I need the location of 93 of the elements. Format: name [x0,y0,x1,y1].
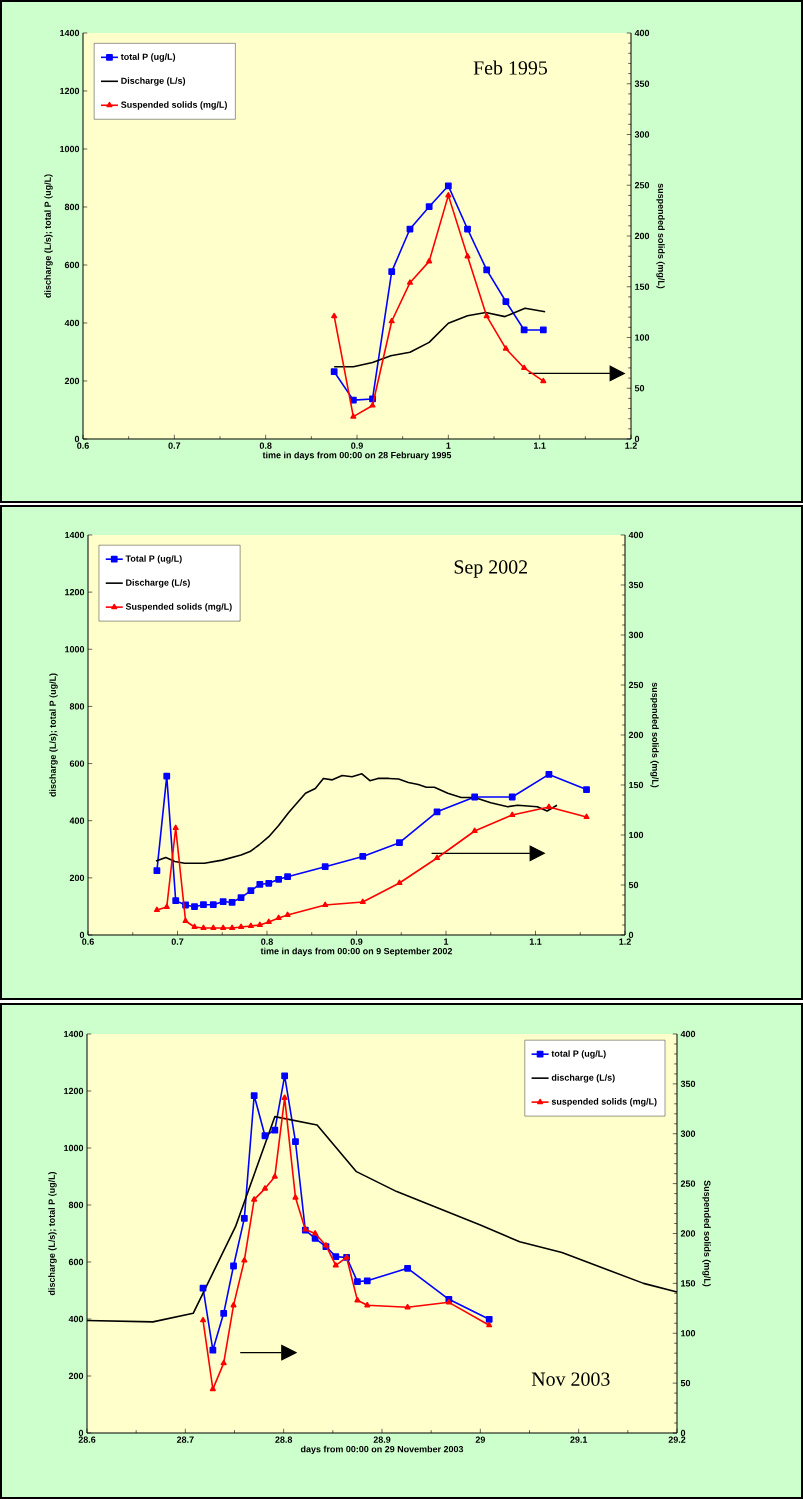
y2-tick-label: 200 [634,232,650,240]
y2-tick-label: 250 [628,681,644,689]
x-tick-label: 1 [444,938,449,945]
y2-tick-label: 250 [680,1180,696,1187]
y2-tick-label: 350 [628,581,644,589]
y2-tick-label: 400 [634,29,650,37]
x-axis-title: time in days from 00:00 on 9 September 2002 [260,947,453,957]
legend-label: Discharge (L/s) [126,579,190,588]
y-tick-label: 200 [64,377,80,385]
y2-tick-label: 0 [634,435,640,443]
y-tick-label: 1400 [65,531,85,539]
y2-tick-label: 200 [628,731,644,739]
y2-tick-label: 100 [681,1330,696,1337]
x-tick-label: 0.6 [77,442,89,449]
y2-tick-label: 50 [680,1379,691,1387]
y-tick-label: 800 [68,1201,84,1209]
y-tick-label: 400 [69,817,85,824]
x-tick-label: 29.2 [668,1436,686,1443]
y2-tick-label: 50 [628,881,639,889]
y-tick-label: 1200 [64,1087,84,1095]
y-tick-label: 1000 [60,145,80,153]
y2-tick-label: 100 [635,334,650,341]
x-tick-label: 1.2 [625,442,637,449]
y-tick-label: 800 [69,703,85,710]
x-tick-label: 1.1 [534,442,546,449]
y2-tick-label: 300 [634,131,650,138]
y-tick-label: 1000 [65,646,85,653]
y-axis-title: discharge (L/s); total P (ug/L) [44,174,53,298]
y2-tick-label: 350 [634,80,650,87]
x-axis-title: time in days from 00:00 on 28 February 1995 [262,451,452,461]
x-tick-label: 1.1 [529,938,542,945]
legend-label: Suspended solids (mg/L) [121,101,227,110]
y-tick-label: 600 [69,760,85,767]
y2-tick-label: 150 [681,1280,696,1287]
y-tick-label: 0 [78,1429,84,1437]
y2-axis-title: Suspended solids (mg/L) [702,1180,711,1287]
y-tick-label: 600 [68,1258,84,1266]
legend-label: suspended solids (mg/L) [551,1098,657,1107]
x-tick-label: 0.6 [82,938,94,945]
legend-label: Suspended solids (mg/L) [125,603,232,612]
y2-axis-title: suspended solids (mg/L) [656,183,665,289]
x-tick-label: 28.9 [373,1436,391,1443]
y-tick-label: 1200 [65,588,85,596]
x-tick-label: 28.7 [176,1436,194,1443]
x-tick-label: 0.9 [350,938,363,945]
y2-tick-label: 400 [628,531,644,539]
legend-label: discharge (L/s) [551,1074,615,1083]
y2-tick-label: 250 [634,182,650,189]
x-tick-label: 0.9 [351,442,363,449]
text: Nov 2003 [531,1372,610,1386]
y-tick-label: 0 [74,435,80,443]
y-tick-label: 0 [79,931,85,939]
y-tick-label: 400 [68,1315,84,1323]
x-tick-label: 0.7 [171,938,184,945]
y2-tick-label: 200 [680,1230,696,1237]
y-tick-label: 1400 [60,29,80,37]
y2-tick-label: 350 [680,1080,696,1088]
y-tick-label: 800 [64,203,80,211]
text: Sep 2002 [454,560,528,578]
x-tick-label: 29 [475,1436,485,1443]
y2-axis-title: suspended solids (mg/L) [650,682,659,788]
x-tick-label: 0.7 [168,442,181,449]
y-tick-label: 1400 [64,1030,84,1038]
x-tick-label: 29.1 [570,1436,588,1443]
y2-tick-label: 150 [629,781,644,789]
text: Feb 1995 [473,60,548,75]
y-tick-label: 600 [64,261,80,269]
x-tick-label: 0.8 [261,938,273,945]
y-tick-label: 1000 [64,1144,84,1152]
y2-tick-label: 300 [628,631,644,639]
y2-tick-label: 0 [628,931,634,939]
y-axis-title: discharge (L/s); total P (ug/L) [49,673,58,797]
y2-tick-label: 150 [635,283,650,290]
y2-tick-label: 300 [680,1130,696,1137]
y-tick-label: 1200 [60,87,80,95]
y-tick-label: 200 [68,1372,84,1380]
y2-tick-label: 0 [680,1429,686,1437]
x-tick-label: 28.6 [78,1436,96,1443]
y-tick-label: 400 [64,319,80,327]
y2-tick-label: 100 [629,831,644,839]
y-axis-title: discharge (L/s); total P (ug/L) [48,1171,57,1296]
x-tick-label: 1.2 [619,938,631,945]
legend-label: Total P (ug/L) [125,555,182,564]
x-axis-title: days from 00:00 on 29 November 2003 [300,1445,464,1455]
x-tick-label: 1 [446,442,451,449]
x-tick-label: 0.8 [259,442,272,449]
y-tick-label: 200 [69,874,85,882]
legend-label: total P (ug/L) [551,1050,606,1059]
x-tick-label: 28.8 [275,1436,293,1443]
legend-label: total P (ug/L) [120,53,176,62]
y2-tick-label: 50 [634,385,645,392]
y2-tick-label: 400 [680,1030,696,1038]
legend-label: Discharge (L/s) [121,77,186,86]
